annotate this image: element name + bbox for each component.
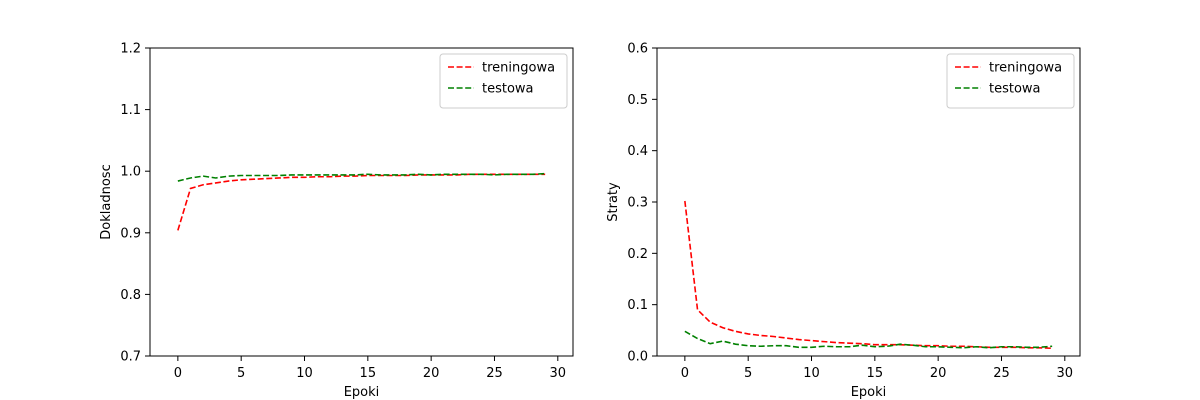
y-tick-label: 0.4 bbox=[627, 144, 648, 159]
series-line-testowa bbox=[684, 330, 1053, 349]
legend-label: treningowa bbox=[989, 61, 1062, 76]
y-tick-label: 0.9 bbox=[120, 226, 141, 241]
series-line-testowa bbox=[177, 172, 546, 182]
x-tick-label: 15 bbox=[360, 366, 377, 381]
y-tick-label: 0.1 bbox=[627, 298, 648, 313]
x-tick-label: 5 bbox=[744, 366, 752, 381]
y-tick-label: 1.2 bbox=[120, 42, 141, 57]
x-tick-label: 10 bbox=[803, 366, 820, 381]
x-tick-label: 25 bbox=[993, 366, 1010, 381]
chart-panel-1: 0 5 10 15 20 25 30 0.7 0.8 0.9 1.0 1.1 1.2 Epoki Dokla… bbox=[99, 42, 574, 400]
x-tick-label: 20 bbox=[930, 366, 947, 381]
y-tick-label: 0.0 bbox=[627, 350, 648, 365]
y-tick-label: 0.5 bbox=[627, 93, 648, 108]
x-tick-label: 0 bbox=[174, 366, 182, 381]
legend-box bbox=[439, 53, 568, 109]
x-tick-label: 25 bbox=[486, 366, 503, 381]
y-tick-label: 0.6 bbox=[627, 42, 648, 57]
y-axis-label: Straty bbox=[606, 182, 621, 222]
x-axis-label: Epoki bbox=[851, 385, 887, 400]
series-line-treningowa bbox=[684, 200, 1053, 350]
legend-label: testowa bbox=[482, 82, 534, 97]
y-tick-label: 0.8 bbox=[120, 288, 141, 303]
y-tick-label: 1.0 bbox=[120, 165, 141, 180]
x-axis-label: Epoki bbox=[344, 385, 380, 400]
y-tick-label: 0.7 bbox=[120, 350, 141, 365]
y-tick-label: 1.1 bbox=[120, 103, 141, 118]
x-tick-label: 10 bbox=[296, 366, 313, 381]
y-axis-label: Dokladnosc bbox=[99, 164, 114, 239]
x-tick-label: 30 bbox=[550, 366, 567, 381]
x-tick-label: 15 bbox=[867, 366, 884, 381]
y-tick-label: 0.3 bbox=[627, 196, 648, 211]
legend-label: testowa bbox=[989, 82, 1041, 97]
legend-box bbox=[946, 53, 1075, 109]
legend-label: treningowa bbox=[482, 61, 555, 76]
chart-panel-2: 0 5 10 15 20 25 30 0.0 0.1 0.2 0.3 0.4 0.5 0.6 Epoki St… bbox=[606, 42, 1081, 400]
x-tick-label: 0 bbox=[681, 366, 689, 381]
x-tick-label: 30 bbox=[1057, 366, 1074, 381]
x-tick-label: 20 bbox=[423, 366, 440, 381]
legend: treningowa testowa bbox=[946, 53, 1075, 109]
legend: treningowa testowa bbox=[439, 53, 568, 109]
y-tick-label: 0.2 bbox=[627, 247, 648, 262]
x-tick-label: 5 bbox=[237, 366, 245, 381]
